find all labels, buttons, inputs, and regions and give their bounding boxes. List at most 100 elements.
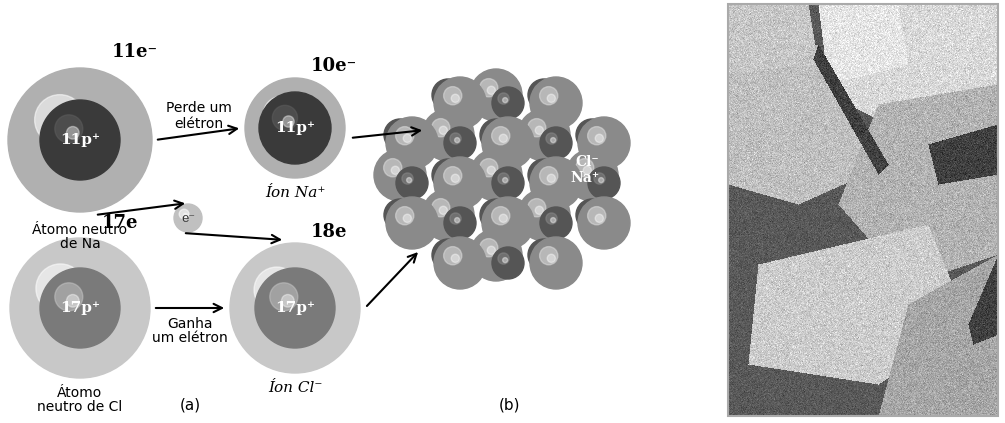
Circle shape xyxy=(546,133,557,144)
Circle shape xyxy=(539,250,544,255)
Circle shape xyxy=(183,213,188,218)
Circle shape xyxy=(588,126,606,145)
Circle shape xyxy=(490,129,495,135)
Bar xyxy=(728,4,998,416)
Text: elétron: elétron xyxy=(174,117,223,131)
Circle shape xyxy=(432,239,464,271)
Circle shape xyxy=(576,199,608,231)
Circle shape xyxy=(384,199,416,231)
Circle shape xyxy=(269,283,297,311)
Circle shape xyxy=(272,105,297,131)
Circle shape xyxy=(548,94,556,102)
Circle shape xyxy=(502,178,508,183)
Circle shape xyxy=(486,205,497,216)
Circle shape xyxy=(479,239,497,257)
Circle shape xyxy=(451,174,459,182)
Circle shape xyxy=(499,214,508,222)
Circle shape xyxy=(55,283,82,311)
Circle shape xyxy=(10,238,150,378)
Text: 11p⁺: 11p⁺ xyxy=(60,133,100,147)
Circle shape xyxy=(434,77,486,129)
Text: Átomo neutro: Átomo neutro xyxy=(32,223,128,237)
Circle shape xyxy=(40,100,120,180)
Circle shape xyxy=(518,109,570,161)
Circle shape xyxy=(536,126,544,135)
Circle shape xyxy=(438,245,449,256)
Circle shape xyxy=(444,207,476,239)
Circle shape xyxy=(55,115,82,143)
Text: 17e: 17e xyxy=(102,214,139,232)
Circle shape xyxy=(502,98,508,103)
Circle shape xyxy=(578,117,630,169)
Circle shape xyxy=(391,166,399,174)
Text: 17p⁺: 17p⁺ xyxy=(275,301,315,315)
Circle shape xyxy=(56,284,78,306)
Circle shape xyxy=(487,246,495,254)
Circle shape xyxy=(595,134,603,143)
Circle shape xyxy=(470,229,522,281)
Text: Íon Na⁺: Íon Na⁺ xyxy=(264,186,326,200)
Circle shape xyxy=(282,116,294,127)
Text: de Na: de Na xyxy=(59,237,100,251)
Circle shape xyxy=(66,126,79,139)
Circle shape xyxy=(442,250,447,255)
Circle shape xyxy=(479,79,497,97)
Circle shape xyxy=(431,199,450,217)
Circle shape xyxy=(536,206,544,214)
Circle shape xyxy=(497,93,510,104)
Text: Íon Cl⁻: Íon Cl⁻ xyxy=(267,381,323,395)
Circle shape xyxy=(396,167,428,199)
Circle shape xyxy=(281,294,294,307)
Circle shape xyxy=(497,173,510,184)
Circle shape xyxy=(482,117,534,169)
Circle shape xyxy=(548,174,556,182)
Circle shape xyxy=(395,129,400,135)
Circle shape xyxy=(587,129,592,135)
Circle shape xyxy=(470,69,522,121)
Circle shape xyxy=(432,159,464,191)
Circle shape xyxy=(599,178,604,183)
Circle shape xyxy=(386,117,438,169)
Circle shape xyxy=(540,127,572,159)
Circle shape xyxy=(492,167,524,199)
Circle shape xyxy=(470,149,522,201)
Circle shape xyxy=(273,286,293,307)
Circle shape xyxy=(444,127,476,159)
Circle shape xyxy=(443,247,462,265)
Circle shape xyxy=(384,119,416,151)
Circle shape xyxy=(487,166,495,174)
Circle shape xyxy=(439,126,447,135)
Circle shape xyxy=(528,199,546,217)
Circle shape xyxy=(540,87,558,105)
Circle shape xyxy=(502,258,508,263)
Circle shape xyxy=(578,197,630,249)
Circle shape xyxy=(403,214,411,222)
Circle shape xyxy=(403,134,411,143)
Circle shape xyxy=(588,167,620,199)
Circle shape xyxy=(254,267,299,313)
Circle shape xyxy=(434,157,486,209)
Circle shape xyxy=(396,206,414,225)
Circle shape xyxy=(66,294,79,307)
Circle shape xyxy=(492,247,524,279)
Circle shape xyxy=(528,79,560,111)
Circle shape xyxy=(386,197,438,249)
Text: 10e⁻: 10e⁻ xyxy=(311,57,357,75)
Circle shape xyxy=(491,126,510,145)
Circle shape xyxy=(402,173,413,184)
Circle shape xyxy=(528,159,560,191)
Circle shape xyxy=(546,213,557,224)
Circle shape xyxy=(587,210,592,214)
Circle shape xyxy=(454,217,459,222)
Circle shape xyxy=(490,210,495,214)
Circle shape xyxy=(540,247,558,265)
Circle shape xyxy=(443,87,462,105)
Circle shape xyxy=(530,237,582,289)
Circle shape xyxy=(442,170,447,175)
Circle shape xyxy=(179,209,189,219)
Circle shape xyxy=(255,268,335,348)
Text: neutro de Cl: neutro de Cl xyxy=(37,400,123,414)
Circle shape xyxy=(396,126,414,145)
Circle shape xyxy=(492,87,524,119)
Circle shape xyxy=(451,254,459,262)
